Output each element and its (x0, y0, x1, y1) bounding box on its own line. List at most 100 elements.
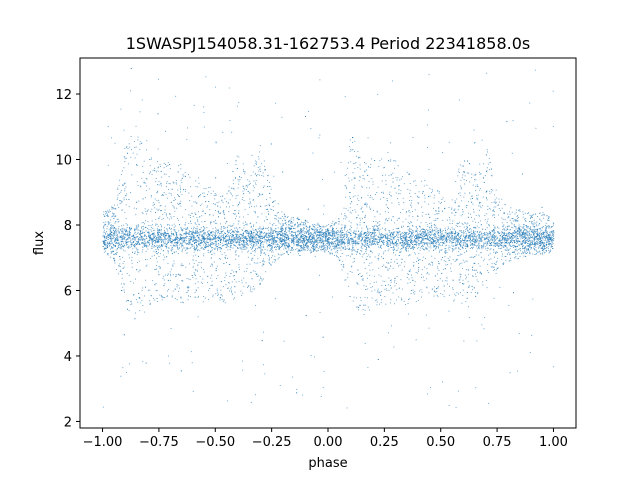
data-point (357, 167, 359, 168)
data-point (455, 243, 457, 245)
data-point (403, 266, 405, 268)
data-point (462, 214, 464, 216)
data-point (553, 223, 555, 225)
data-point (178, 242, 180, 244)
data-point (381, 227, 383, 229)
data-point (103, 243, 104, 244)
data-point (186, 227, 188, 229)
data-point (490, 189, 492, 190)
data-point (483, 163, 484, 165)
data-point (300, 230, 302, 232)
data-point (479, 173, 481, 175)
data-point (155, 241, 157, 243)
data-point (374, 233, 376, 235)
data-point (235, 197, 237, 199)
data-point (426, 232, 428, 234)
data-point (177, 195, 179, 196)
data-point (148, 233, 150, 235)
data-point (505, 259, 507, 261)
data-point (201, 246, 203, 248)
data-point (365, 285, 367, 287)
data-point (184, 171, 186, 173)
data-point (243, 242, 244, 243)
data-point (110, 252, 112, 254)
data-point (413, 252, 415, 254)
data-point (408, 278, 410, 280)
data-point (439, 237, 441, 239)
data-point (481, 233, 483, 235)
data-point (401, 238, 403, 240)
data-point (317, 232, 319, 233)
data-point (519, 256, 521, 258)
data-point (248, 231, 250, 233)
data-point (224, 279, 226, 281)
data-point (152, 239, 154, 241)
data-point (392, 242, 394, 244)
data-point (269, 263, 271, 265)
data-point (535, 224, 537, 226)
data-point (114, 233, 116, 235)
data-point (337, 239, 339, 241)
data-point (255, 273, 257, 275)
data-point (275, 224, 277, 226)
data-point (472, 276, 474, 277)
data-point (348, 242, 350, 244)
data-point (252, 199, 254, 200)
data-point (205, 188, 207, 189)
data-point (180, 189, 182, 191)
data-point (522, 228, 524, 230)
data-point (341, 269, 343, 271)
data-point (205, 245, 206, 247)
data-point (462, 279, 464, 281)
data-point (425, 258, 426, 260)
data-point (518, 257, 519, 259)
data-point (451, 241, 453, 243)
data-point (288, 246, 290, 248)
data-point (507, 239, 509, 241)
data-point (459, 230, 460, 232)
data-point (551, 241, 553, 243)
data-point (475, 173, 477, 175)
data-point (466, 240, 468, 242)
data-point (231, 281, 233, 283)
data-point (337, 234, 339, 236)
data-point (264, 373, 266, 375)
data-point (366, 226, 368, 228)
data-point (492, 214, 494, 216)
data-point (367, 297, 368, 299)
data-point (438, 210, 440, 212)
data-point (477, 263, 479, 265)
data-point (422, 237, 424, 239)
data-point (528, 246, 530, 248)
data-point (355, 234, 357, 235)
data-point (182, 239, 184, 241)
data-point (480, 207, 482, 209)
data-point (210, 238, 212, 240)
data-point (249, 235, 251, 237)
data-point (247, 256, 249, 258)
data-point (382, 280, 384, 282)
data-point (493, 239, 495, 241)
data-point (469, 234, 471, 236)
data-point (489, 240, 491, 242)
data-point (471, 233, 473, 235)
data-point (268, 258, 270, 260)
data-point (553, 238, 555, 240)
data-point (525, 252, 527, 254)
data-point (506, 227, 508, 229)
data-point (238, 241, 240, 242)
data-point (308, 110, 309, 112)
data-point (257, 262, 259, 264)
data-point (329, 246, 331, 248)
data-point (484, 234, 485, 236)
data-point (121, 238, 123, 240)
data-point (438, 269, 440, 271)
data-point (544, 248, 546, 249)
data-point (424, 201, 426, 203)
data-point (545, 237, 546, 239)
data-point (219, 223, 221, 225)
data-point (474, 234, 476, 236)
data-point (496, 238, 498, 240)
data-point (369, 283, 371, 285)
data-point (217, 239, 219, 241)
